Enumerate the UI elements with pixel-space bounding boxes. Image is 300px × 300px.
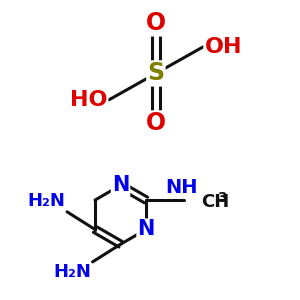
Text: H₂N: H₂N [53,263,91,281]
Text: CH: CH [201,193,230,211]
Text: NH: NH [165,178,198,196]
Text: O: O [146,11,166,35]
Text: OH: OH [205,37,242,57]
Text: S: S [147,61,164,85]
Text: N: N [137,220,155,239]
Text: HO: HO [70,90,107,110]
Text: N: N [112,175,129,195]
Text: O: O [146,112,166,136]
Text: 3: 3 [218,191,227,206]
Text: H₂N: H₂N [28,192,66,210]
